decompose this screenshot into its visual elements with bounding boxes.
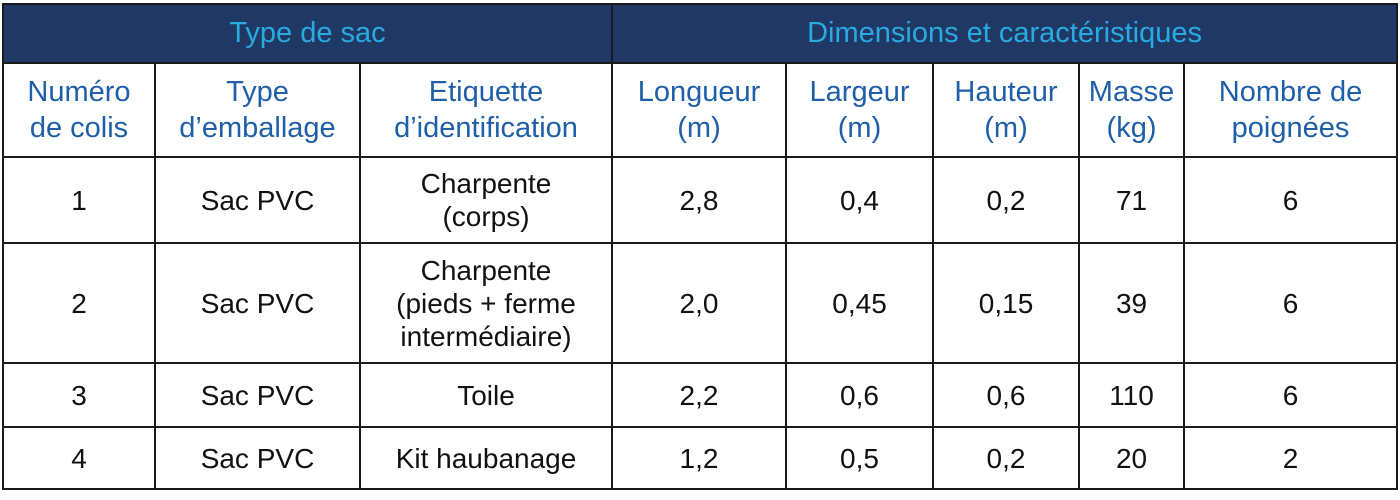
cell-identification-label: Charpente (corps) xyxy=(358,156,614,244)
cell-package-number: 3 xyxy=(2,362,156,428)
cell-handle-count: 2 xyxy=(1183,426,1399,490)
column-header-identification-label: Etiquette d’identification xyxy=(358,62,614,158)
cell-height: 0,2 xyxy=(932,156,1081,244)
group-header-row: Type de sac Dimensions et caractéristiqu… xyxy=(1,3,1399,64)
cell-mass: 110 xyxy=(1078,362,1186,428)
table-row: 4 Sac PVC Kit haubanage 1,2 0,5 0,2 20 2 xyxy=(2,426,1399,490)
cell-handle-count: 6 xyxy=(1183,242,1399,364)
cell-length: 2,2 xyxy=(611,362,788,428)
column-header-row: Numéro de colis Type d’emballage Etiquet… xyxy=(2,62,1399,158)
cell-handle-count: 6 xyxy=(1183,362,1399,428)
cell-mass: 20 xyxy=(1078,426,1186,490)
cell-length: 2,8 xyxy=(611,156,788,244)
cell-mass: 71 xyxy=(1078,156,1186,244)
cell-packaging-type: Sac PVC xyxy=(154,426,361,490)
table-row: 2 Sac PVC Charpente (pieds + ferme inter… xyxy=(2,242,1399,364)
cell-length: 2,0 xyxy=(611,242,788,364)
column-header-height: Hauteur (m) xyxy=(932,62,1081,158)
column-header-mass: Masse (kg) xyxy=(1078,62,1186,158)
cell-package-number: 2 xyxy=(2,242,156,364)
cell-width: 0,6 xyxy=(785,362,935,428)
group-header-dimensions: Dimensions et caractéristiques xyxy=(611,3,1399,64)
cell-packaging-type: Sac PVC xyxy=(154,242,361,364)
table-row: 1 Sac PVC Charpente (corps) 2,8 0,4 0,2 … xyxy=(2,156,1399,244)
cell-packaging-type: Sac PVC xyxy=(154,156,361,244)
cell-package-number: 4 xyxy=(2,426,156,490)
cell-identification-label: Charpente (pieds + ferme intermédiaire) xyxy=(358,242,614,364)
cell-width: 0,4 xyxy=(785,156,935,244)
column-header-package-number: Numéro de colis xyxy=(2,62,156,158)
cell-packaging-type: Sac PVC xyxy=(154,362,361,428)
cell-handle-count: 6 xyxy=(1183,156,1399,244)
column-header-packaging-type: Type d’emballage xyxy=(154,62,361,158)
table-row: 3 Sac PVC Toile 2,2 0,6 0,6 110 6 xyxy=(2,362,1399,428)
cell-identification-label: Kit haubanage xyxy=(358,426,614,490)
cell-mass: 39 xyxy=(1078,242,1186,364)
cell-height: 0,6 xyxy=(932,362,1081,428)
column-header-width: Largeur (m) xyxy=(785,62,935,158)
package-table: Type de sac Dimensions et caractéristiqu… xyxy=(1,3,1399,490)
cell-height: 0,2 xyxy=(932,426,1081,490)
column-header-length: Longueur (m) xyxy=(611,62,788,158)
cell-width: 0,45 xyxy=(785,242,935,364)
group-header-bag-type: Type de sac xyxy=(1,3,614,64)
column-header-handle-count: Nombre de poignées xyxy=(1183,62,1399,158)
cell-width: 0,5 xyxy=(785,426,935,490)
cell-length: 1,2 xyxy=(611,426,788,490)
cell-package-number: 1 xyxy=(2,156,156,244)
cell-height: 0,15 xyxy=(932,242,1081,364)
cell-identification-label: Toile xyxy=(358,362,614,428)
